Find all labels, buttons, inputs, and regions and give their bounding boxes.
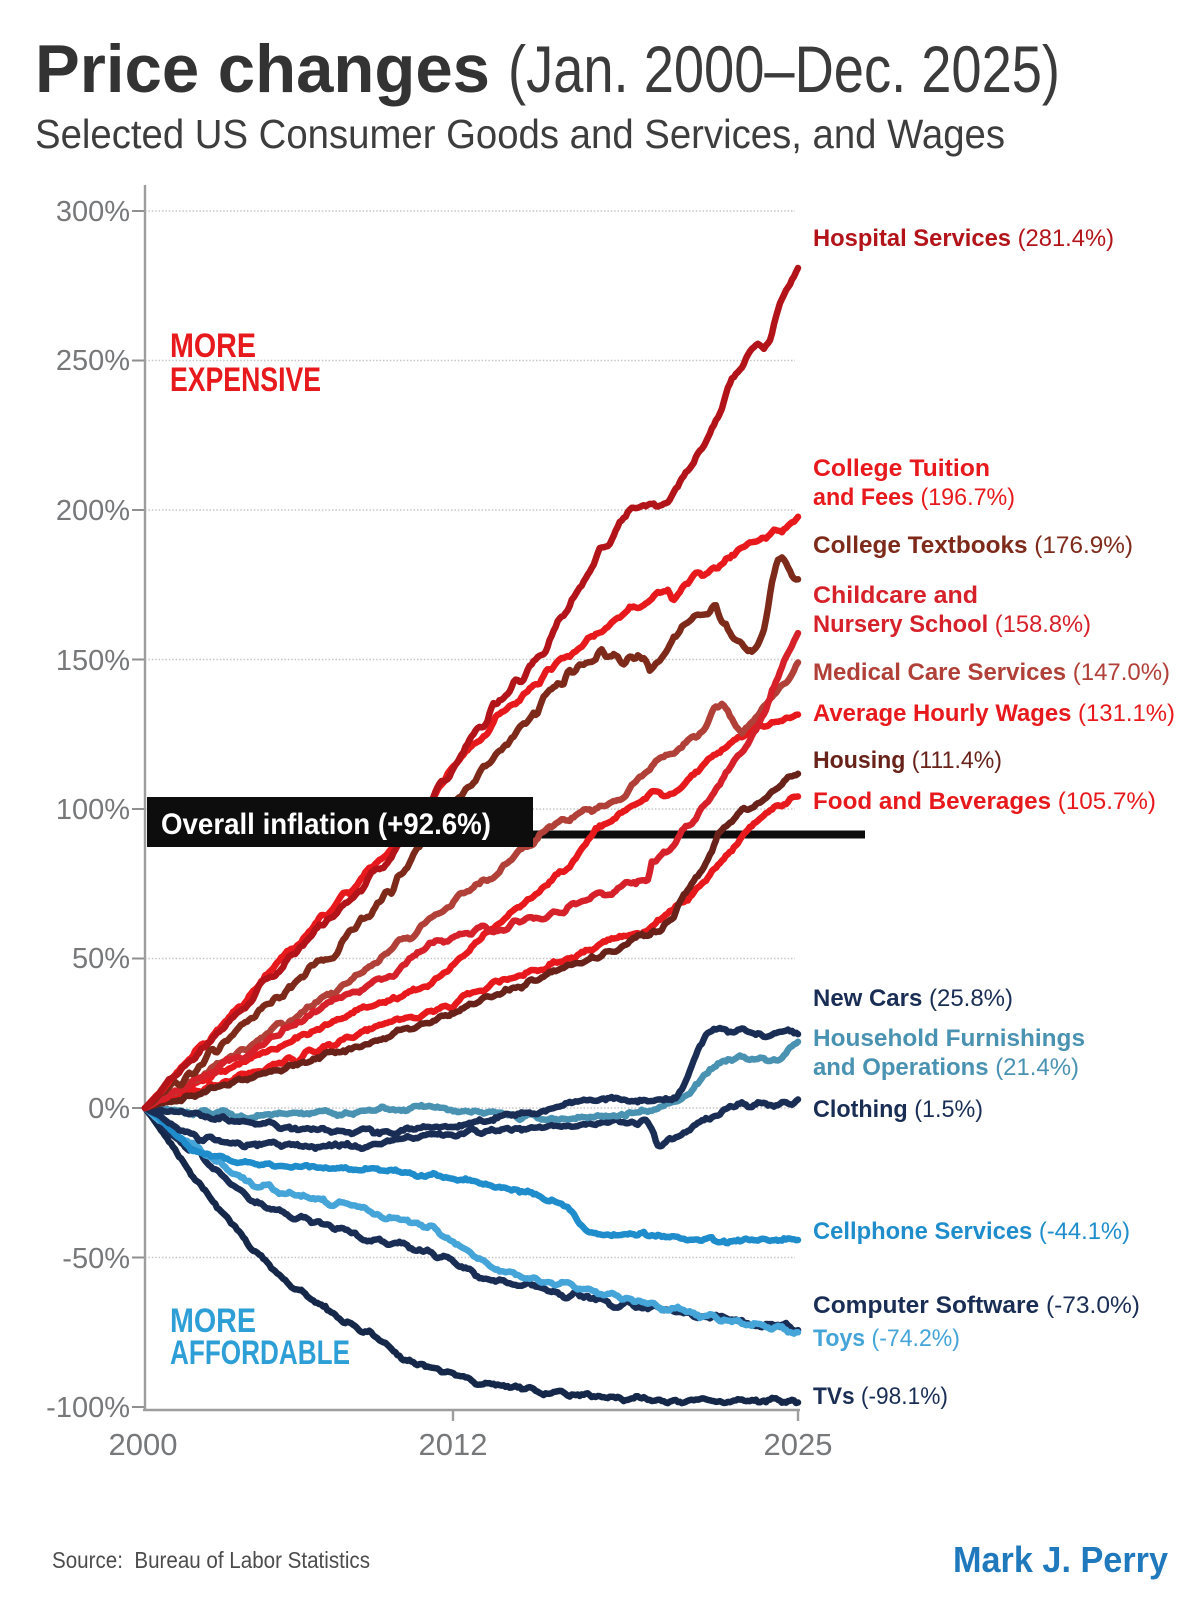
- svg-text:TVs (-98.1%): TVs (-98.1%): [813, 1383, 948, 1410]
- svg-text:and Fees (196.7%): and Fees (196.7%): [813, 484, 1015, 511]
- svg-text:100%: 100%: [56, 794, 130, 826]
- svg-text:Selected US Consumer Goods and: Selected US Consumer Goods and Services,…: [35, 111, 1005, 157]
- svg-text:Housing (111.4%): Housing (111.4%): [813, 747, 1002, 774]
- svg-text:Food and Beverages (105.7%): Food and Beverages (105.7%): [813, 788, 1156, 815]
- svg-text:Overall inflation (+92.6%): Overall inflation (+92.6%): [161, 808, 491, 841]
- svg-text:300%: 300%: [56, 196, 130, 228]
- svg-text:Medical Care Services (147.0%): Medical Care Services (147.0%): [813, 659, 1170, 686]
- svg-text:Household Furnishings: Household Furnishings: [813, 1025, 1085, 1052]
- svg-text:College Textbooks (176.9%): College Textbooks (176.9%): [813, 532, 1133, 559]
- svg-text:2000: 2000: [109, 1427, 178, 1462]
- svg-text:-50%: -50%: [62, 1243, 130, 1275]
- svg-text:Cellphone Services (-44.1%): Cellphone Services (-44.1%): [813, 1218, 1130, 1245]
- svg-text:Mark J. Perry: Mark J. Perry: [953, 1539, 1168, 1580]
- svg-text:Clothing (1.5%): Clothing (1.5%): [813, 1096, 983, 1123]
- svg-text:Childcare and: Childcare and: [813, 582, 978, 609]
- svg-text:and Operations (21.4%): and Operations (21.4%): [813, 1054, 1079, 1081]
- svg-text:MORE: MORE: [170, 1302, 256, 1340]
- svg-text:EXPENSIVE: EXPENSIVE: [170, 361, 321, 399]
- svg-text:Computer Software (-73.0%): Computer Software (-73.0%): [813, 1292, 1140, 1319]
- svg-text:-100%: -100%: [46, 1392, 130, 1424]
- svg-text:Nursery School (158.8%): Nursery School (158.8%): [813, 611, 1091, 638]
- svg-text:MORE: MORE: [170, 327, 256, 365]
- svg-text:(Jan. 2000–Dec. 2025): (Jan. 2000–Dec. 2025): [508, 32, 1060, 106]
- svg-text:AFFORDABLE: AFFORDABLE: [170, 1334, 350, 1372]
- svg-text:150%: 150%: [56, 645, 130, 677]
- svg-text:Toys (-74.2%): Toys (-74.2%): [813, 1325, 960, 1352]
- svg-text:College Tuition: College Tuition: [813, 455, 990, 482]
- svg-text:Average Hourly Wages (131.1%): Average Hourly Wages (131.1%): [813, 700, 1175, 727]
- svg-text:2025: 2025: [764, 1427, 833, 1462]
- svg-text:200%: 200%: [56, 495, 130, 527]
- svg-text:Hospital Services (281.4%): Hospital Services (281.4%): [813, 225, 1114, 252]
- svg-text:0%: 0%: [88, 1093, 130, 1125]
- svg-text:Source: Bureau of Labor Stati: Source: Bureau of Labor Statistics: [52, 1547, 370, 1573]
- svg-text:Price changes: Price changes: [35, 31, 490, 107]
- svg-text:2012: 2012: [419, 1427, 488, 1462]
- svg-text:New Cars (25.8%): New Cars (25.8%): [813, 985, 1013, 1012]
- svg-text:50%: 50%: [72, 943, 130, 975]
- svg-text:250%: 250%: [56, 345, 130, 377]
